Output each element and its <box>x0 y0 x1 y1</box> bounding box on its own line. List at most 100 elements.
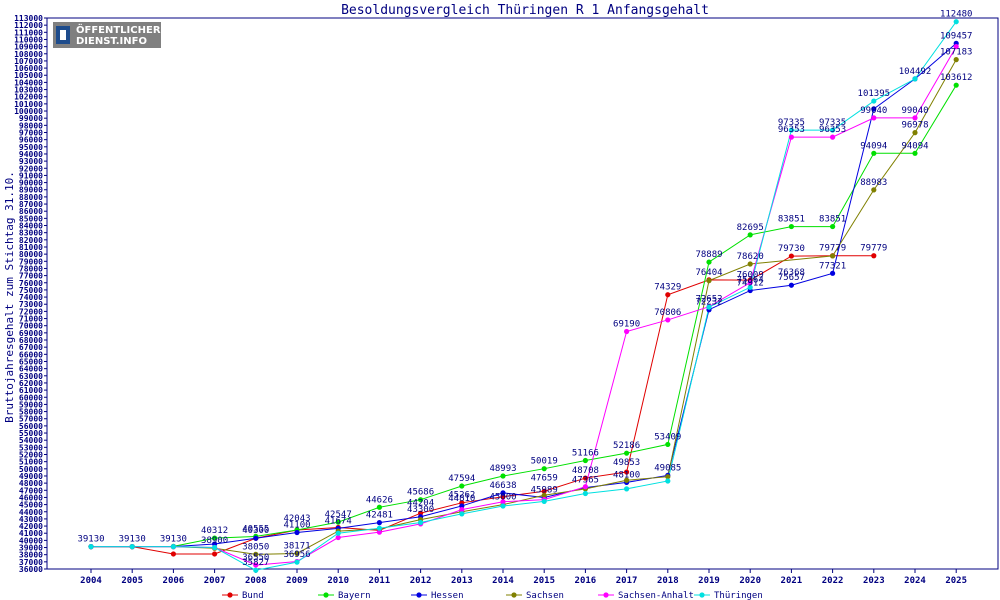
data-label: 38900 <box>201 536 228 546</box>
data-label: 94094 <box>860 141 887 151</box>
data-label: 38050 <box>242 542 269 552</box>
y-tick-label: 51000 <box>19 458 43 467</box>
data-label: 76404 <box>695 268 722 278</box>
data-label: 48100 <box>613 470 640 480</box>
data-point-thüringen <box>335 530 341 536</box>
x-tick-label: 2006 <box>163 576 185 586</box>
x-tick-label: 2005 <box>121 576 143 586</box>
logo-background <box>53 22 161 48</box>
data-label: 44204 <box>407 498 434 508</box>
data-label: 45262 <box>448 491 475 501</box>
data-label: 83851 <box>819 215 846 225</box>
data-point-bund <box>788 253 795 259</box>
y-tick-label: 43000 <box>19 515 43 524</box>
data-label: 36550 <box>242 553 269 563</box>
x-tick-label: 2007 <box>204 576 226 586</box>
data-label: 46638 <box>489 481 516 491</box>
x-tick-label: 2016 <box>575 576 597 586</box>
y-tick-label: 56000 <box>19 422 43 431</box>
data-label: 76368 <box>778 268 805 278</box>
data-point-bayern <box>541 466 547 472</box>
y-tick-label: 67000 <box>19 343 43 352</box>
data-point-bayern <box>665 441 671 448</box>
y-tick-label: 109000 <box>14 43 43 52</box>
y-tick-label: 84000 <box>19 222 43 231</box>
data-point-thüringen <box>253 567 259 573</box>
data-point-sachsen-anhalt <box>830 134 836 140</box>
y-tick-label: 46000 <box>19 493 43 502</box>
data-point-bayern <box>459 483 465 489</box>
y-tick-label: 60000 <box>19 393 43 402</box>
data-point-thüringen <box>376 525 382 531</box>
y-tick-label: 99000 <box>19 114 43 123</box>
y-tick-label: 75000 <box>19 286 43 295</box>
data-point-sachsen-anhalt <box>459 507 465 513</box>
data-label: 79730 <box>778 244 805 254</box>
data-label: 75657 <box>778 273 805 283</box>
logo-line2: DIENST.INFO <box>76 36 147 47</box>
y-tick-label: 111000 <box>14 28 43 37</box>
data-label: 96353 <box>778 125 805 135</box>
data-point-thüringen <box>129 544 135 550</box>
y-tick-label: 40000 <box>19 536 43 545</box>
data-label: 44626 <box>366 495 393 505</box>
data-label: 39130 <box>160 535 187 545</box>
data-label: 39130 <box>119 535 146 545</box>
logo-line1: ÖFFENTLICHER <box>76 22 161 36</box>
data-point-sachsen <box>253 551 259 557</box>
y-tick-label: 44000 <box>19 508 43 517</box>
y-tick-label: 113000 <box>14 14 43 23</box>
data-point-bayern <box>953 82 959 88</box>
data-label: 44810 <box>448 494 475 504</box>
data-point-bayern <box>788 223 795 230</box>
data-label: 38171 <box>283 541 310 551</box>
data-point-bayern <box>706 259 712 265</box>
y-tick-label: 98000 <box>19 121 43 130</box>
y-tick-label: 39000 <box>19 544 43 553</box>
x-tick-label: 2015 <box>533 576 555 586</box>
data-label: 96353 <box>819 125 846 135</box>
y-tick-label: 78000 <box>19 264 43 273</box>
y-tick-label: 82000 <box>19 236 43 245</box>
data-label: 88983 <box>860 178 887 188</box>
y-axis-label: Bruttojahresgehalt zum Stichtag 31.10. <box>3 171 16 423</box>
data-point-hessen <box>788 282 795 288</box>
y-tick-label: 70000 <box>19 322 43 331</box>
data-point-bund <box>170 551 176 557</box>
x-tick-label: 2010 <box>327 576 349 586</box>
y-tick-label: 85000 <box>19 214 43 223</box>
data-label: 42043 <box>283 514 310 524</box>
data-point-hessen <box>871 106 877 112</box>
x-tick-label: 2014 <box>492 576 514 586</box>
y-tick-label: 89000 <box>19 186 43 195</box>
y-tick-label: 62000 <box>19 379 43 388</box>
data-point-hessen <box>830 270 836 276</box>
data-point-sachsen-anhalt <box>500 499 506 505</box>
data-point-thüringen <box>459 511 465 517</box>
data-point-sachsen <box>747 261 753 267</box>
data-point-bayern <box>418 497 424 503</box>
data-label: 51166 <box>572 448 599 458</box>
data-point-sachsen-anhalt <box>253 562 259 568</box>
data-label: 47659 <box>531 474 558 484</box>
data-label: 70806 <box>654 308 681 318</box>
data-label: 53409 <box>654 432 681 442</box>
y-tick-label: 110000 <box>14 35 43 44</box>
data-point-bayern <box>624 450 630 456</box>
data-label: 96978 <box>901 121 928 131</box>
y-tick-label: 77000 <box>19 272 43 281</box>
legend-swatch-dot <box>603 592 609 598</box>
data-point-thüringen <box>170 544 176 550</box>
data-point-bund <box>624 469 630 475</box>
data-point-bund <box>212 551 218 557</box>
data-point-sachsen-anhalt <box>953 44 959 50</box>
data-label: 75364 <box>737 275 764 285</box>
y-tick-label: 69000 <box>19 329 43 338</box>
y-tick-label: 103000 <box>14 86 43 95</box>
data-point-bayern <box>212 535 218 541</box>
legend-label: Hessen <box>431 591 464 600</box>
series-line-hessen <box>91 42 957 548</box>
data-label: 40312 <box>201 526 228 536</box>
